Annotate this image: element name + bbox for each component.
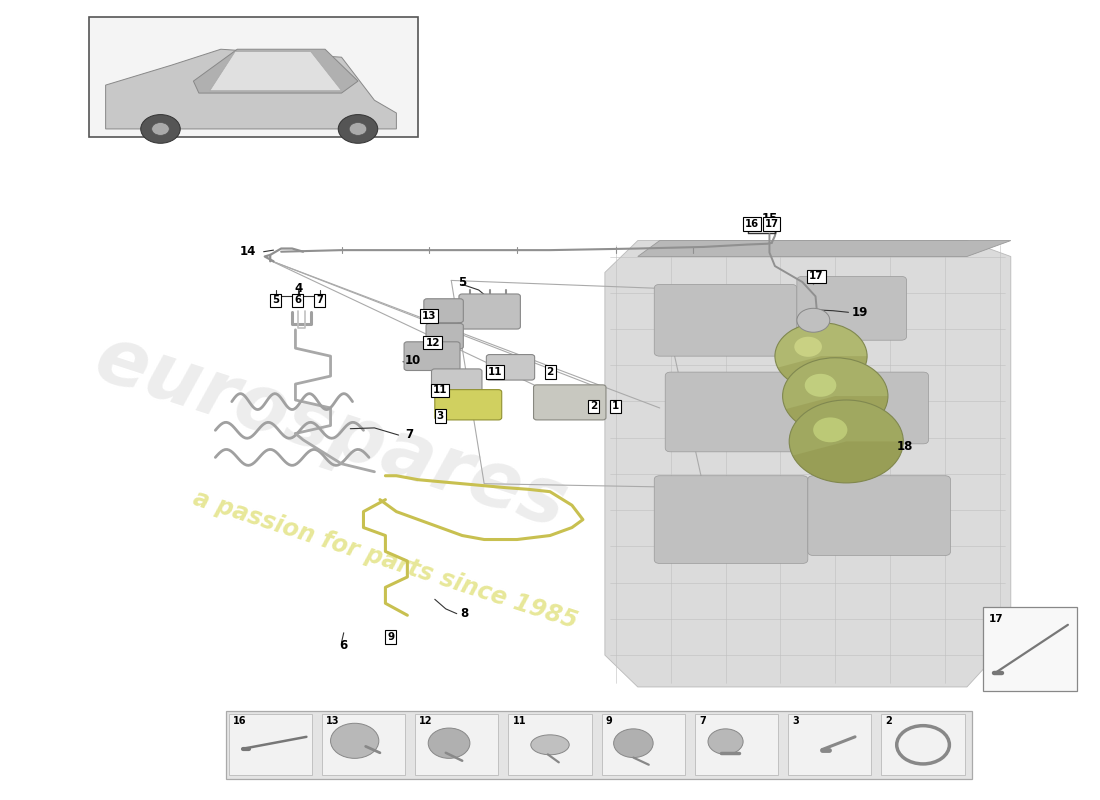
FancyBboxPatch shape (426, 323, 463, 349)
Text: 5: 5 (458, 275, 466, 289)
Bar (602, 714, 685, 775)
Text: 6: 6 (294, 295, 301, 306)
Text: 17: 17 (764, 219, 779, 229)
FancyBboxPatch shape (434, 390, 502, 420)
Text: 16: 16 (745, 219, 759, 229)
Text: 2: 2 (591, 402, 597, 411)
Circle shape (349, 122, 366, 135)
Text: 15: 15 (761, 212, 778, 225)
Text: eurospares: eurospares (85, 320, 576, 544)
Text: 18: 18 (896, 440, 913, 453)
FancyBboxPatch shape (431, 369, 482, 396)
Text: 16: 16 (233, 717, 246, 726)
Circle shape (813, 418, 847, 442)
Circle shape (614, 729, 653, 758)
Text: 11: 11 (513, 717, 526, 726)
Text: 12: 12 (426, 338, 440, 347)
Ellipse shape (531, 735, 569, 754)
FancyBboxPatch shape (424, 298, 463, 322)
Text: 8: 8 (460, 607, 469, 620)
Circle shape (794, 337, 822, 357)
Text: 12: 12 (419, 717, 433, 726)
Text: 7: 7 (700, 717, 706, 726)
Circle shape (152, 122, 169, 135)
Text: 2: 2 (886, 717, 892, 726)
Polygon shape (210, 52, 341, 90)
Text: 13: 13 (422, 311, 437, 322)
Text: 3: 3 (437, 411, 444, 421)
Bar (881, 714, 965, 775)
Text: 4: 4 (295, 282, 302, 295)
Circle shape (774, 322, 867, 390)
Polygon shape (194, 50, 358, 93)
Text: 9: 9 (606, 717, 613, 726)
Bar (89, 18, 418, 137)
Text: 7: 7 (405, 428, 414, 441)
Text: 3: 3 (792, 717, 800, 726)
Circle shape (782, 358, 888, 434)
Wedge shape (785, 396, 888, 434)
FancyBboxPatch shape (796, 277, 906, 340)
Text: 10: 10 (405, 354, 421, 366)
FancyBboxPatch shape (404, 342, 460, 370)
Bar (695, 714, 778, 775)
FancyBboxPatch shape (459, 294, 520, 329)
Text: 6: 6 (340, 639, 348, 652)
Polygon shape (106, 50, 396, 129)
Polygon shape (605, 241, 1011, 687)
Text: 17: 17 (989, 614, 1003, 624)
FancyBboxPatch shape (807, 372, 928, 444)
Circle shape (141, 114, 180, 143)
Text: 11: 11 (488, 367, 503, 377)
Circle shape (338, 114, 377, 143)
Wedge shape (793, 442, 903, 483)
Polygon shape (638, 241, 1011, 257)
Circle shape (708, 729, 744, 754)
Text: 7: 7 (316, 295, 323, 306)
Circle shape (428, 728, 470, 758)
Text: 14: 14 (240, 246, 256, 258)
Circle shape (796, 308, 829, 332)
Bar (227, 711, 972, 778)
Text: 2: 2 (547, 367, 553, 377)
Bar (322, 714, 405, 775)
Text: a passion for parts since 1985: a passion for parts since 1985 (190, 486, 581, 633)
FancyBboxPatch shape (654, 476, 807, 563)
Circle shape (789, 400, 903, 483)
Bar (229, 714, 312, 775)
Circle shape (331, 723, 378, 758)
Bar (508, 714, 592, 775)
Text: 1: 1 (613, 402, 619, 411)
Bar (788, 714, 871, 775)
FancyBboxPatch shape (666, 372, 829, 452)
FancyBboxPatch shape (654, 285, 796, 356)
FancyBboxPatch shape (534, 385, 606, 420)
Wedge shape (778, 356, 867, 390)
Text: 9: 9 (387, 632, 395, 642)
Text: 13: 13 (327, 717, 340, 726)
Bar (983, 607, 1077, 691)
FancyBboxPatch shape (486, 354, 535, 380)
Circle shape (805, 374, 836, 397)
Text: 11: 11 (433, 386, 448, 395)
Text: 17: 17 (810, 271, 824, 282)
FancyBboxPatch shape (807, 476, 950, 555)
Text: 5: 5 (272, 295, 279, 306)
Text: 19: 19 (851, 306, 868, 319)
Bar (415, 714, 498, 775)
